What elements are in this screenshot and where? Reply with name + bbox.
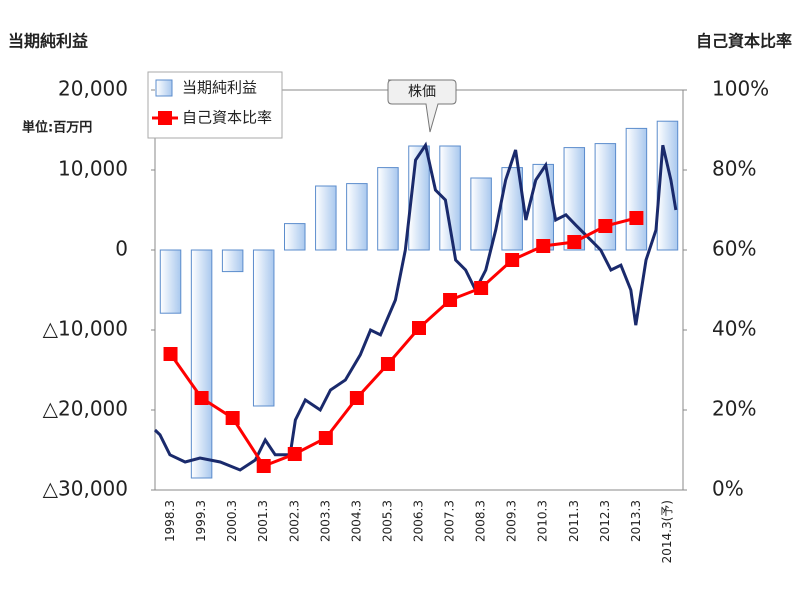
bar [501, 167, 523, 251]
legend-swatch [155, 79, 173, 97]
x-tick-label: 2011.3 [567, 500, 581, 542]
bar [439, 145, 461, 251]
bar [315, 185, 337, 251]
stock-line [153, 141, 678, 472]
x-tick-label: 2002.3 [287, 500, 301, 542]
x-tick-label: 2001.3 [256, 500, 270, 542]
legend-label: 当期純利益 [182, 79, 257, 97]
ratio-marker [412, 321, 426, 335]
x-tick-label: 2000.3 [225, 500, 239, 542]
x-tick-label: 2006.3 [412, 500, 426, 542]
y-tick-label: 10,000 [58, 157, 128, 181]
bar [470, 177, 492, 251]
bar [594, 143, 617, 251]
bar [284, 223, 306, 251]
y-tick-label: 20,000 [58, 77, 128, 101]
y2-tick-label: 20% [712, 397, 756, 421]
x-tick-label: 2013.3 [629, 500, 643, 542]
ratio-marker [163, 347, 178, 361]
x-tick-label: 1998.3 [163, 500, 177, 542]
bar [221, 249, 244, 273]
x-tick-label: 2007.3 [443, 500, 457, 542]
x-tick-label: 2003.3 [318, 500, 332, 542]
y2-axis-title: 自己資本比率 [696, 32, 792, 51]
unit-note: 単位:百万円 [22, 120, 92, 136]
ratio-marker [474, 281, 489, 295]
x-tick-label: 1999.3 [194, 500, 208, 542]
y2-tick-label: 60% [712, 237, 756, 261]
ratio-marker [287, 447, 302, 461]
legend-label: 自己資本比率 [182, 109, 272, 127]
bar [377, 167, 399, 251]
ratio-line [169, 216, 637, 468]
y2-tick-label: 100% [712, 77, 769, 101]
callout: 株価 [387, 79, 457, 133]
x-tick-label: 2008.3 [474, 500, 488, 542]
x-tick-label: 2014.3(予) [660, 500, 674, 563]
y2-tick-label: 80% [712, 157, 756, 181]
ratio-marker [567, 235, 582, 249]
y2-tick-label: 40% [712, 317, 756, 341]
bar [190, 249, 213, 479]
x-tick-label: 2010.3 [536, 500, 550, 542]
bar [625, 127, 648, 251]
y-tick-label: △20,000 [43, 397, 128, 421]
legend-swatch [158, 111, 172, 125]
x-tick-label: 2012.3 [598, 500, 612, 542]
bar [252, 249, 275, 407]
y-tick-label: △10,000 [43, 317, 128, 341]
x-tick-label: 2009.3 [505, 500, 519, 542]
x-tick-label: 2004.3 [349, 500, 363, 542]
ratio-marker [505, 253, 520, 267]
ratio-marker [194, 391, 209, 405]
ratio-marker [318, 431, 333, 445]
bar [563, 147, 586, 251]
x-tick-label: 2005.3 [380, 500, 394, 542]
ratio-marker [443, 293, 458, 307]
annotation: 株価 [408, 84, 436, 100]
y-tick-label: △30,000 [43, 477, 128, 501]
y-axis-title: 当期純利益 [8, 32, 88, 51]
ratio-marker [256, 459, 271, 473]
ratio-marker [536, 239, 551, 253]
ratio-marker [598, 219, 613, 233]
ratio-marker [380, 357, 395, 371]
y2-tick-label: 0% [712, 477, 744, 501]
ratio-marker [629, 211, 644, 225]
bar [159, 249, 182, 314]
ratio-marker [225, 411, 240, 425]
y-tick-label: 0 [115, 237, 128, 261]
bar [346, 183, 368, 251]
ratio-marker [349, 391, 364, 405]
